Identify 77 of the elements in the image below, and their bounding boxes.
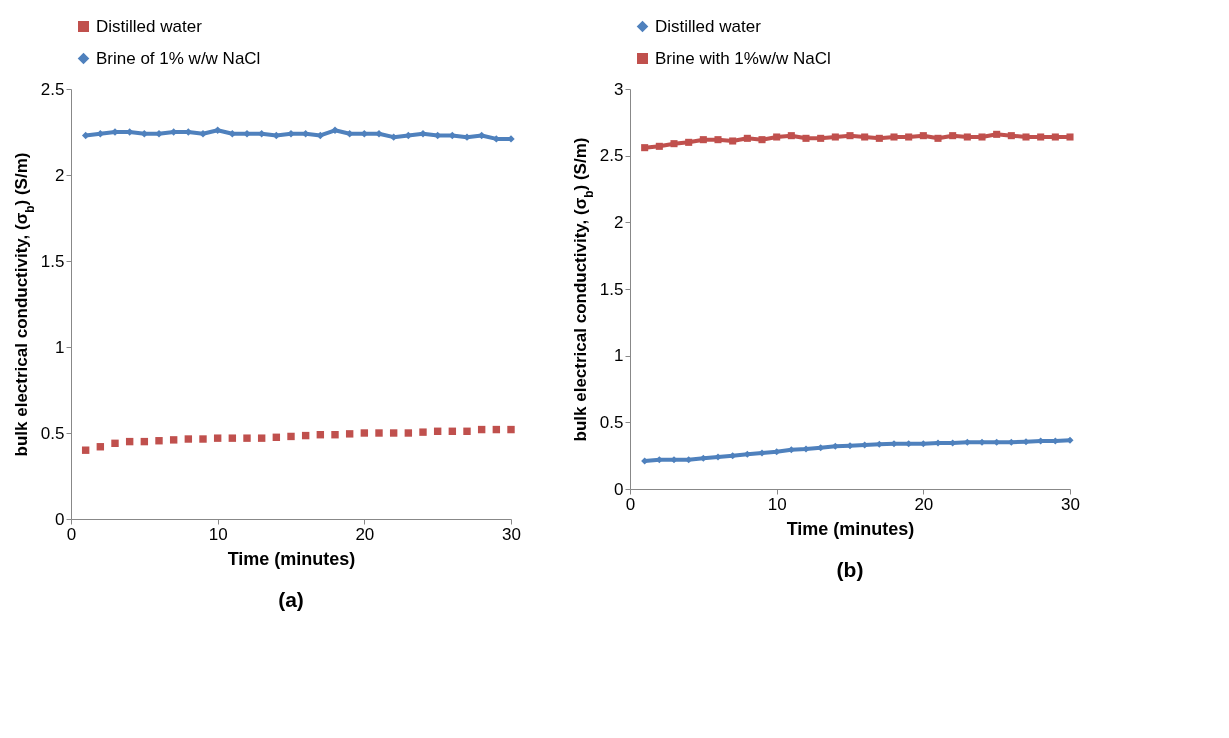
point bbox=[773, 133, 781, 141]
y-tick-label: 0.5 bbox=[599, 412, 624, 432]
point bbox=[787, 132, 795, 140]
text: (a) bbox=[278, 588, 304, 611]
point bbox=[919, 132, 927, 140]
y-tick-label: 1.5 bbox=[40, 251, 65, 271]
y-tick-label: 3 bbox=[614, 79, 624, 99]
point bbox=[81, 446, 90, 454]
point bbox=[890, 133, 898, 141]
point bbox=[228, 434, 237, 442]
point bbox=[993, 130, 1001, 138]
y-tick-label: 2 bbox=[55, 165, 65, 185]
point bbox=[389, 429, 398, 437]
legend-label: Distilled water bbox=[655, 16, 762, 36]
y-tick-label: 0 bbox=[614, 479, 624, 499]
y-tick-label: 0.5 bbox=[40, 423, 65, 443]
legend-label: Brine with 1%w/w NaCl bbox=[655, 48, 831, 68]
point bbox=[729, 137, 737, 145]
x-tick-label: 10 bbox=[208, 524, 228, 544]
y-tick-label: 1 bbox=[614, 346, 624, 366]
point bbox=[287, 432, 295, 441]
point bbox=[375, 429, 383, 437]
x-tick-label: 30 bbox=[502, 524, 521, 544]
y-tick-label: 1.5 bbox=[599, 279, 624, 299]
point bbox=[199, 435, 207, 443]
point bbox=[360, 429, 369, 437]
point bbox=[1037, 133, 1045, 141]
y-tick-label: 1 bbox=[55, 337, 65, 357]
point bbox=[213, 434, 222, 442]
point bbox=[875, 134, 883, 142]
point bbox=[905, 133, 913, 141]
x-axis-title: Time (minutes) bbox=[786, 518, 915, 539]
point bbox=[817, 134, 825, 142]
point bbox=[507, 425, 515, 434]
y-tick-label: 2 bbox=[614, 212, 624, 232]
legend-label: Distilled water bbox=[96, 16, 203, 36]
point bbox=[641, 144, 649, 152]
legend-label: Brine of 1% w/w NaCl bbox=[96, 48, 261, 68]
point bbox=[155, 437, 163, 445]
point bbox=[714, 136, 722, 144]
point bbox=[949, 132, 957, 140]
point bbox=[963, 133, 971, 141]
point bbox=[1051, 133, 1059, 141]
point bbox=[404, 429, 413, 437]
point bbox=[831, 133, 839, 141]
point bbox=[758, 136, 766, 144]
point bbox=[699, 136, 707, 144]
point bbox=[257, 434, 266, 442]
point bbox=[419, 428, 427, 436]
text: (b) bbox=[836, 558, 864, 581]
x-tick-label: 30 bbox=[1061, 494, 1080, 514]
point bbox=[685, 138, 693, 146]
point bbox=[978, 133, 986, 141]
point bbox=[463, 427, 471, 435]
point bbox=[861, 133, 869, 141]
x-tick-label: 10 bbox=[767, 494, 787, 514]
point bbox=[184, 435, 193, 443]
point bbox=[670, 140, 678, 148]
point bbox=[802, 134, 810, 142]
y-tick-label: 0 bbox=[55, 509, 65, 529]
y-tick-label: 2.5 bbox=[599, 146, 624, 166]
point bbox=[934, 134, 942, 142]
y-tick-label: 2.5 bbox=[40, 79, 65, 99]
point bbox=[1066, 133, 1074, 141]
point bbox=[169, 436, 178, 444]
point bbox=[655, 142, 663, 150]
x-axis-title: Time (minutes) bbox=[227, 548, 356, 569]
point bbox=[111, 439, 119, 448]
point bbox=[331, 431, 339, 439]
point bbox=[345, 430, 354, 438]
x-tick-label: 20 bbox=[355, 524, 375, 544]
point bbox=[743, 134, 751, 142]
point bbox=[1007, 132, 1015, 140]
point bbox=[243, 434, 251, 442]
point bbox=[1022, 133, 1030, 141]
x-tick-label: 20 bbox=[914, 494, 934, 514]
point bbox=[846, 132, 854, 140]
